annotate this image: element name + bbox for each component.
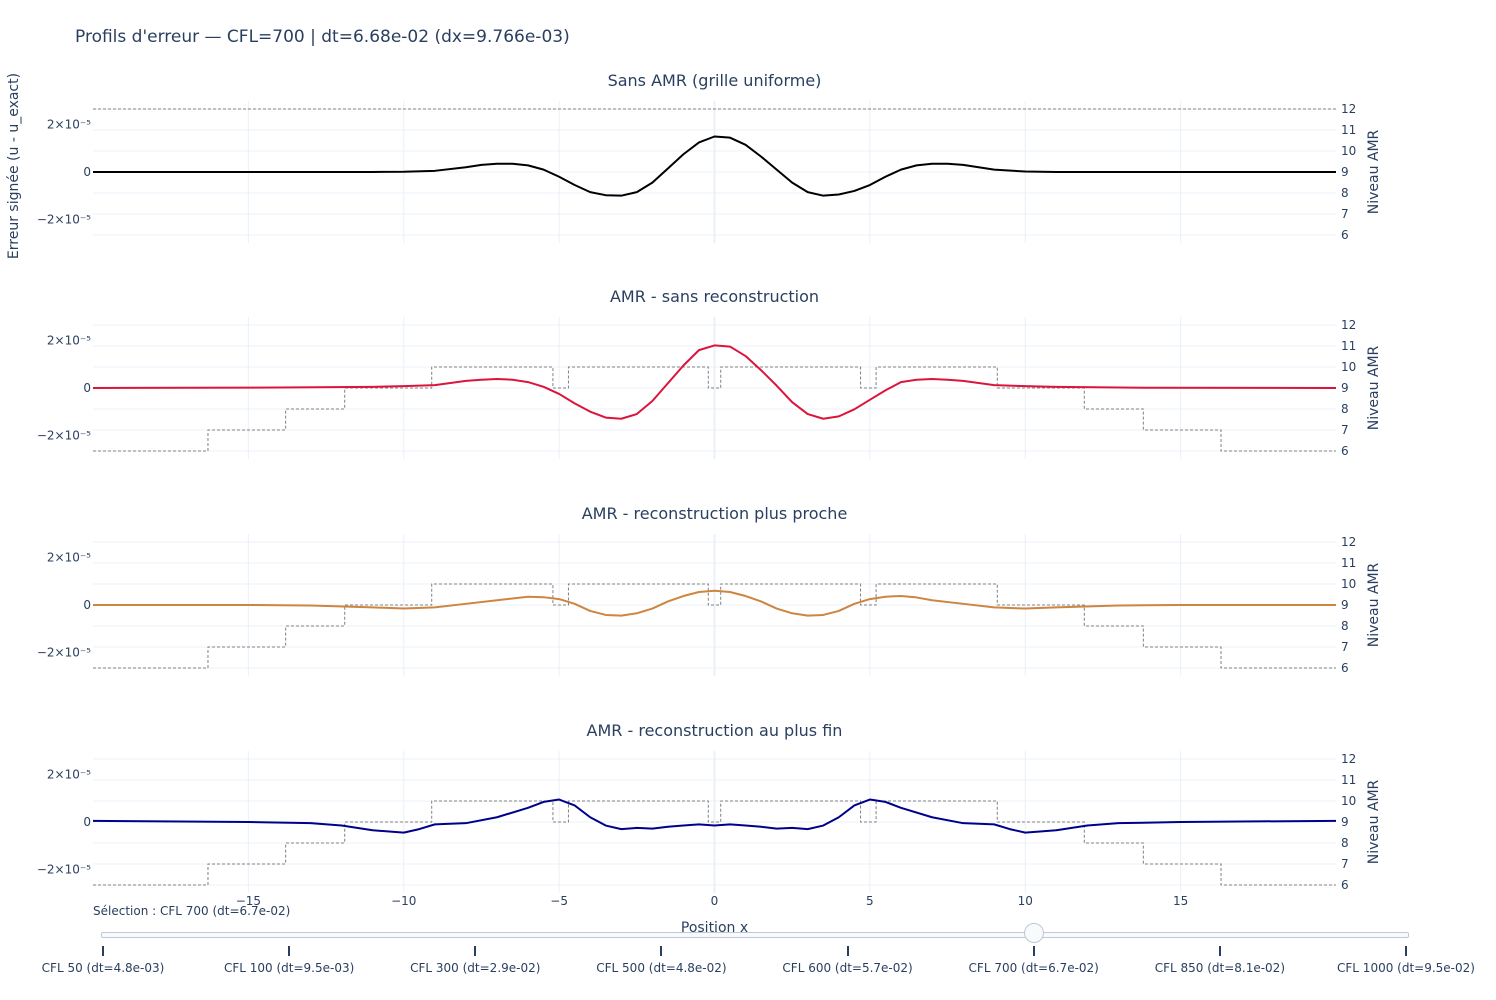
slider-current-value: Sélection : CFL 700 (dt=6.7e-02) bbox=[93, 904, 291, 918]
level-tick-label: 12 bbox=[1341, 535, 1356, 549]
level-tick-label: 9 bbox=[1341, 165, 1349, 179]
level-tick-label: 9 bbox=[1341, 598, 1349, 612]
panel-title: AMR - reconstruction plus proche bbox=[582, 504, 848, 523]
level-tick-label: 9 bbox=[1341, 815, 1349, 829]
level-tick-label: 7 bbox=[1341, 423, 1349, 437]
slider-step-label[interactable]: CFL 100 (dt=9.5e-03) bbox=[223, 961, 355, 975]
level-tick-label: 10 bbox=[1341, 577, 1356, 591]
y-tick-label: −2×10⁻⁵ bbox=[37, 428, 91, 442]
level-tick-label: 6 bbox=[1341, 444, 1349, 458]
slider-step-label[interactable]: CFL 850 (dt=8.1e-02) bbox=[1154, 961, 1285, 975]
error-line-sans-reconstruction bbox=[92, 344, 1337, 420]
error-line-plus-fin bbox=[92, 798, 1337, 834]
x-tick-label: 15 bbox=[1173, 894, 1188, 908]
panel-title: AMR - reconstruction au plus fin bbox=[587, 721, 843, 740]
panel-title: Sans AMR (grille uniforme) bbox=[608, 71, 822, 90]
slider-step-tick[interactable] bbox=[1405, 946, 1407, 956]
level-tick-label: 10 bbox=[1341, 360, 1356, 374]
y-tick-label: 2×10⁻⁵ bbox=[47, 768, 91, 782]
level-tick-label: 12 bbox=[1341, 318, 1356, 332]
y-tick-label: 2×10⁻⁵ bbox=[47, 118, 91, 132]
level-tick-label: 11 bbox=[1341, 339, 1356, 353]
figure-title: Profils d'erreur — CFL=700 | dt=6.68e-02… bbox=[75, 27, 570, 47]
slider-step-label[interactable]: CFL 50 (dt=4.8e-03) bbox=[41, 961, 165, 975]
level-tick-label: 7 bbox=[1341, 207, 1349, 221]
slider-step-label[interactable]: CFL 300 (dt=2.9e-02) bbox=[410, 961, 541, 975]
cfl-slider-rail[interactable] bbox=[101, 932, 1409, 938]
level-tick-label: 8 bbox=[1341, 836, 1349, 850]
y-tick-label: 0 bbox=[83, 598, 91, 612]
y-tick-label: −2×10⁻⁵ bbox=[37, 645, 91, 659]
level-tick-label: 6 bbox=[1341, 878, 1349, 892]
y-tick-label: 0 bbox=[83, 381, 91, 395]
x-tick-label: 5 bbox=[866, 894, 874, 908]
level-tick-label: 8 bbox=[1341, 619, 1349, 633]
slider-step-tick[interactable] bbox=[288, 946, 291, 956]
level-tick-label: 6 bbox=[1341, 228, 1349, 242]
y-tick-label: −2×10⁻⁵ bbox=[37, 862, 91, 876]
level-tick-label: 12 bbox=[1341, 102, 1356, 116]
slider-step-label[interactable]: CFL 500 (dt=4.8e-02) bbox=[596, 961, 727, 975]
level-tick-label: 11 bbox=[1341, 556, 1356, 570]
x-tick-label: 10 bbox=[1018, 894, 1033, 908]
level-tick-label: 7 bbox=[1341, 640, 1349, 654]
level-tick-label: 7 bbox=[1341, 857, 1349, 871]
slider-step-tick[interactable] bbox=[1032, 946, 1035, 956]
level-axis-title: Niveau AMR bbox=[1366, 345, 1382, 430]
level-tick-label: 8 bbox=[1341, 186, 1349, 200]
level-tick-label: 10 bbox=[1341, 144, 1356, 158]
y-axis-title: Erreur signée (u - u_exact) bbox=[6, 73, 22, 259]
x-tick-label: 0 bbox=[711, 894, 719, 908]
cfl-slider-handle[interactable] bbox=[1023, 923, 1044, 943]
slider-step-label[interactable]: CFL 600 (dt=5.7e-02) bbox=[782, 961, 913, 975]
level-axis-title: Niveau AMR bbox=[1366, 779, 1382, 864]
level-axis-title: Niveau AMR bbox=[1366, 129, 1382, 214]
y-tick-label: 0 bbox=[83, 815, 91, 829]
y-tick-label: 0 bbox=[83, 165, 91, 179]
slider-step-tick[interactable] bbox=[102, 946, 104, 956]
level-tick-label: 9 bbox=[1341, 381, 1349, 395]
level-tick-label: 6 bbox=[1341, 661, 1349, 675]
level-axis-title: Niveau AMR bbox=[1366, 562, 1382, 647]
slider-step-label[interactable]: CFL 700 (dt=6.7e-02) bbox=[968, 961, 1099, 975]
slider-step-tick[interactable] bbox=[846, 946, 849, 956]
y-tick-label: 2×10⁻⁵ bbox=[47, 551, 91, 565]
level-tick-label: 10 bbox=[1341, 794, 1356, 808]
x-tick-label: −10 bbox=[391, 894, 416, 908]
y-tick-label: −2×10⁻⁵ bbox=[37, 212, 91, 226]
slider-step-label[interactable]: CFL 1000 (dt=9.5e-02) bbox=[1337, 961, 1475, 975]
level-tick-label: 12 bbox=[1341, 752, 1356, 766]
x-tick-label: −5 bbox=[550, 894, 568, 908]
slider-step-tick[interactable] bbox=[474, 946, 477, 956]
x-tick-label: −15 bbox=[236, 894, 261, 908]
level-tick-label: 11 bbox=[1341, 123, 1356, 137]
y-tick-label: 2×10⁻⁵ bbox=[47, 334, 91, 348]
slider-step-tick[interactable] bbox=[1218, 946, 1221, 956]
level-tick-label: 11 bbox=[1341, 773, 1356, 787]
error-line-plus-proche bbox=[93, 589, 1336, 617]
slider-step-tick[interactable] bbox=[660, 946, 663, 956]
panel-title: AMR - sans reconstruction bbox=[610, 287, 819, 306]
error-line-sans-amr bbox=[93, 135, 1336, 197]
level-tick-label: 8 bbox=[1341, 402, 1349, 416]
